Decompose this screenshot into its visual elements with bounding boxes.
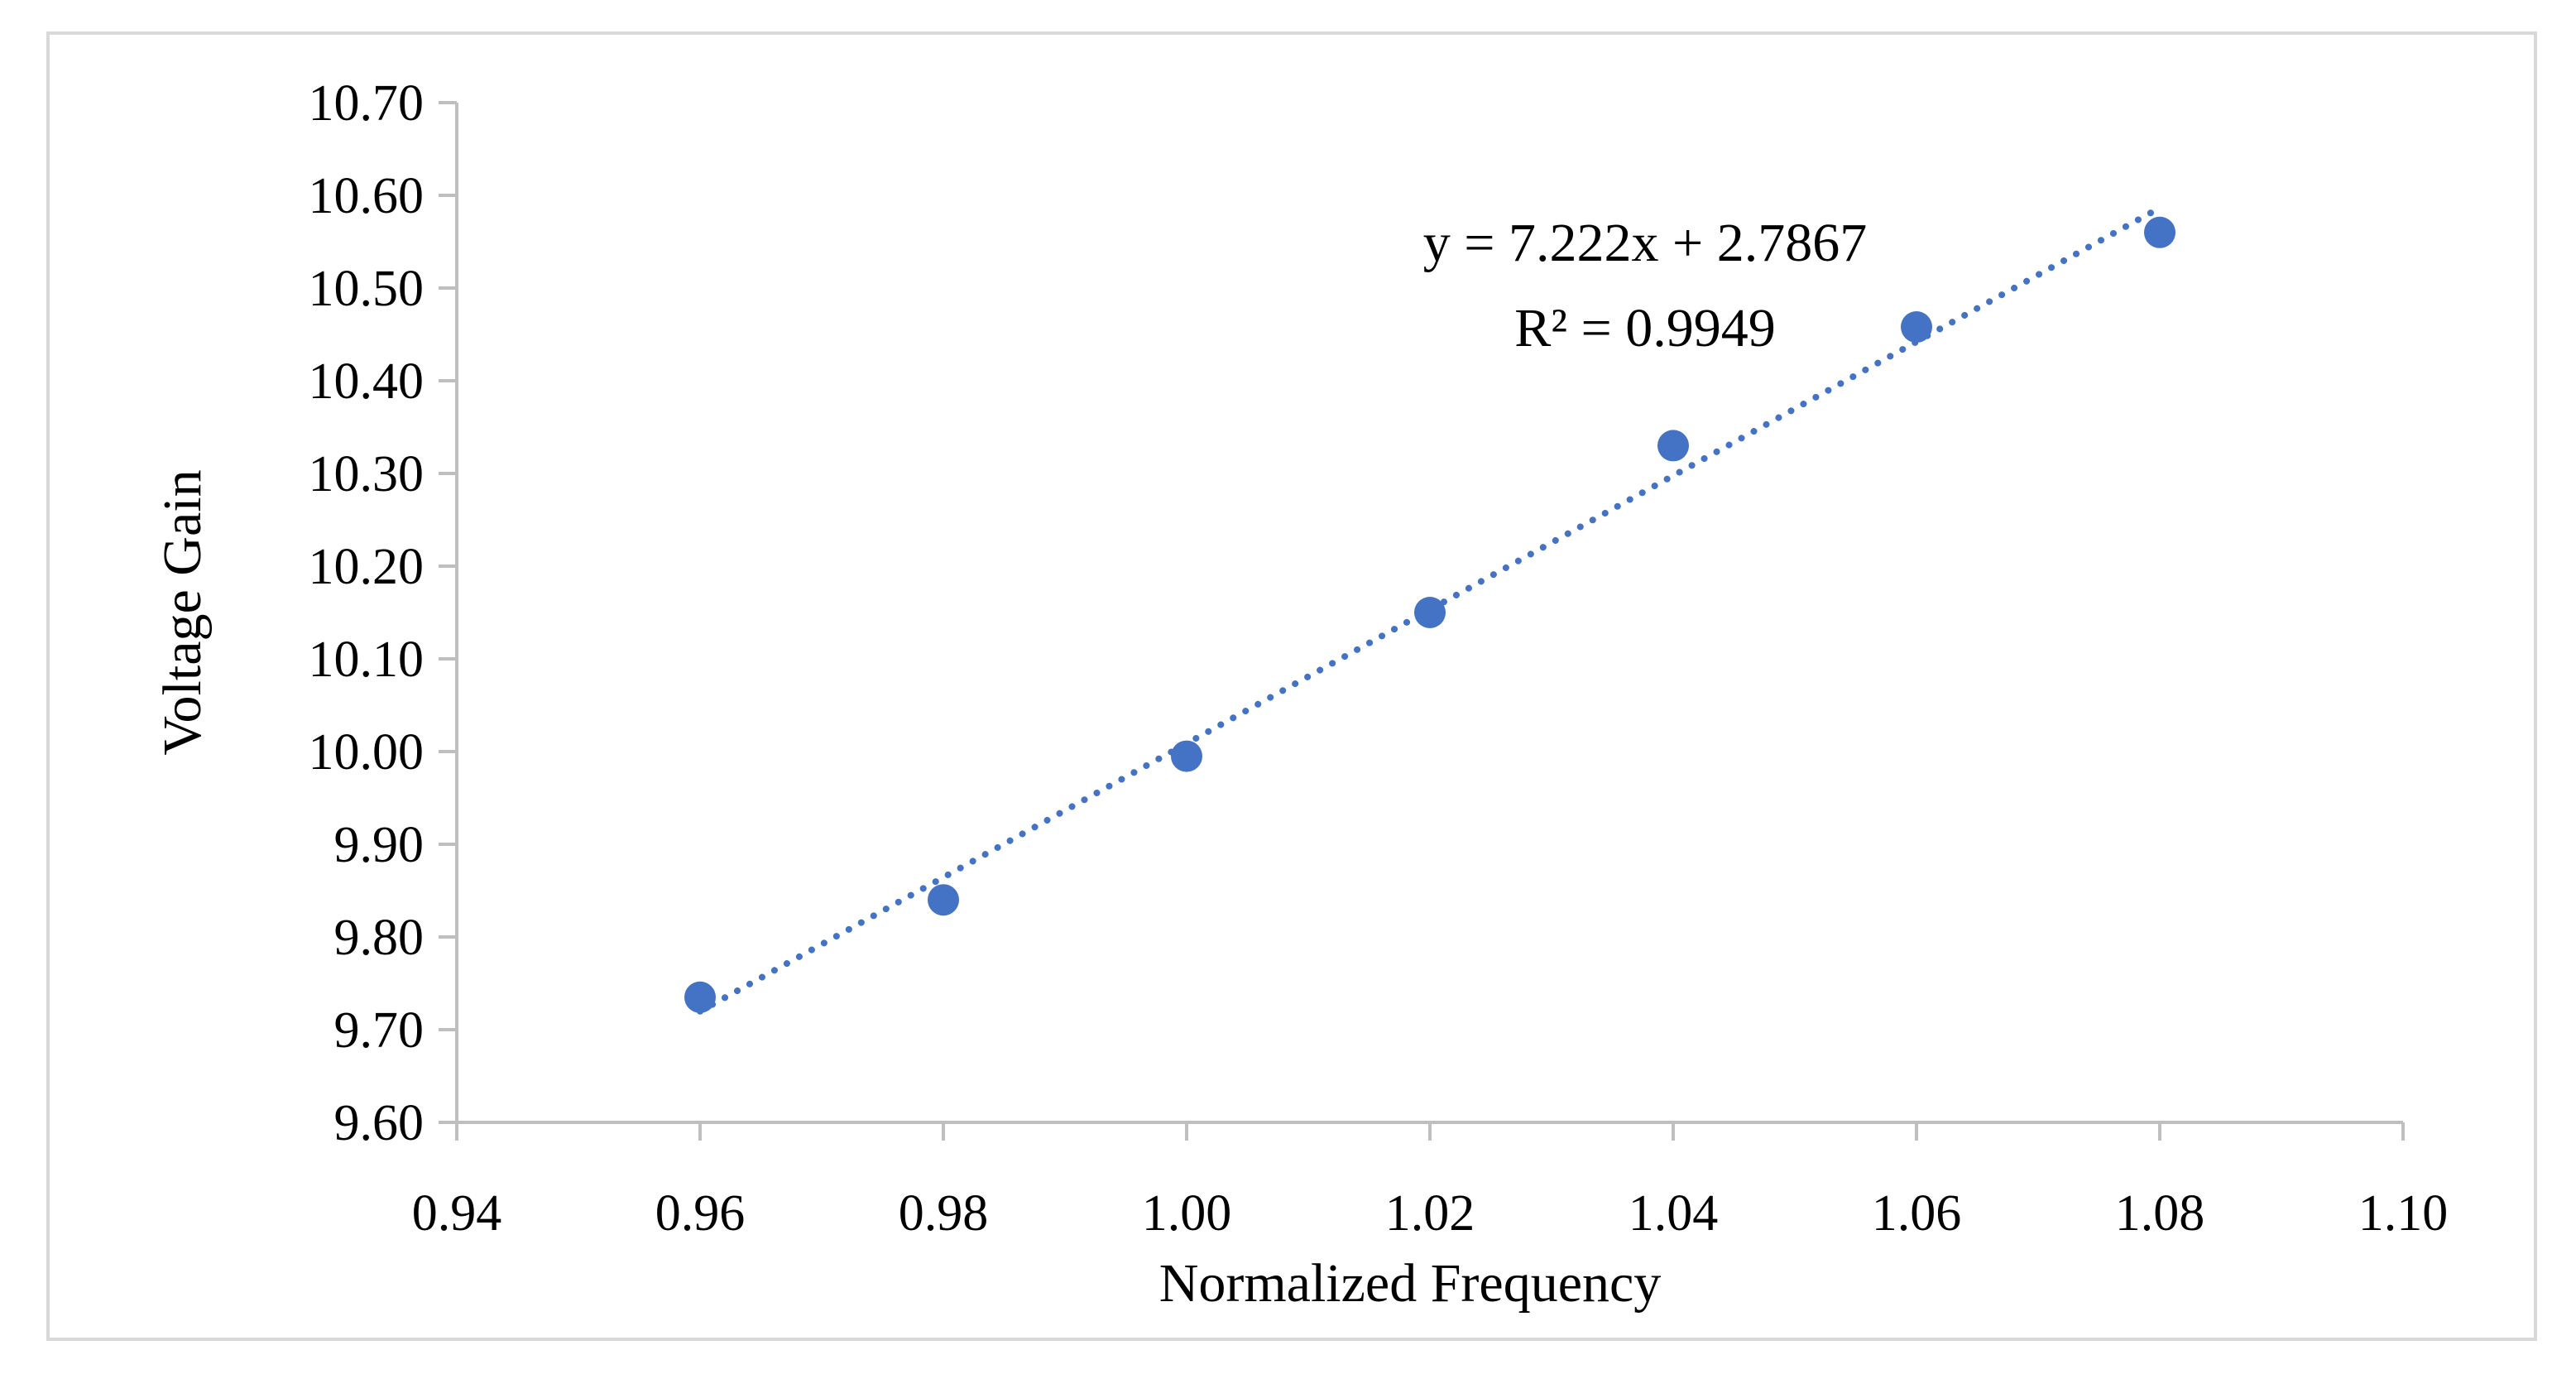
x-tick-label: 0.94 [412, 1185, 502, 1242]
x-tick-label: 1.00 [1142, 1185, 1232, 1242]
data-points [684, 216, 2175, 1013]
y-tick-label: 10.30 [309, 446, 425, 502]
x-tick-label: 1.02 [1385, 1185, 1475, 1242]
y-tick-label: 10.50 [309, 261, 425, 317]
x-tick-label: 0.98 [899, 1185, 989, 1242]
trendline-equation: y = 7.222x + 2.7867 [1423, 213, 1867, 273]
y-tick-label: 9.90 [334, 817, 425, 873]
x-tick-label: 1.04 [1629, 1185, 1719, 1242]
x-axis-title: Normalized Frequency [1159, 1253, 1662, 1314]
data-point [1171, 740, 1202, 772]
trendline-r-squared: R² = 0.9949 [1514, 298, 1776, 358]
x-tick-label: 1.10 [2358, 1185, 2449, 1242]
y-tick-label: 9.80 [334, 910, 425, 966]
y-axis-title: Voltage Gain [152, 469, 213, 755]
y-tick-label: 10.00 [309, 724, 425, 781]
y-tick-label: 9.60 [334, 1095, 425, 1151]
y-tick-label: 9.70 [334, 1002, 425, 1059]
y-tick-label: 10.40 [309, 353, 425, 410]
data-point [1657, 430, 1689, 462]
data-point [1901, 311, 1932, 344]
y-tick-label: 10.60 [309, 168, 425, 224]
y-tick-label: 10.70 [309, 75, 425, 132]
x-tick-label: 1.08 [2115, 1185, 2205, 1242]
x-axis-ticks: 0.94 0.96 0.98 1.00 1.02 1.04 1.06 1.08 1.10 [412, 1122, 2449, 1242]
y-axis-ticks: 9.60 9.70 9.80 9.90 10.00 10.10 10.20 10.30 10.4… [309, 75, 457, 1151]
data-point [684, 981, 716, 1013]
x-tick-label: 1.06 [1872, 1185, 1962, 1242]
y-tick-label: 10.20 [309, 539, 425, 595]
data-point [1414, 597, 1446, 628]
data-point [2144, 216, 2175, 248]
y-tick-label: 10.10 [309, 632, 425, 688]
data-point [928, 884, 959, 916]
x-tick-label: 0.96 [655, 1185, 746, 1242]
